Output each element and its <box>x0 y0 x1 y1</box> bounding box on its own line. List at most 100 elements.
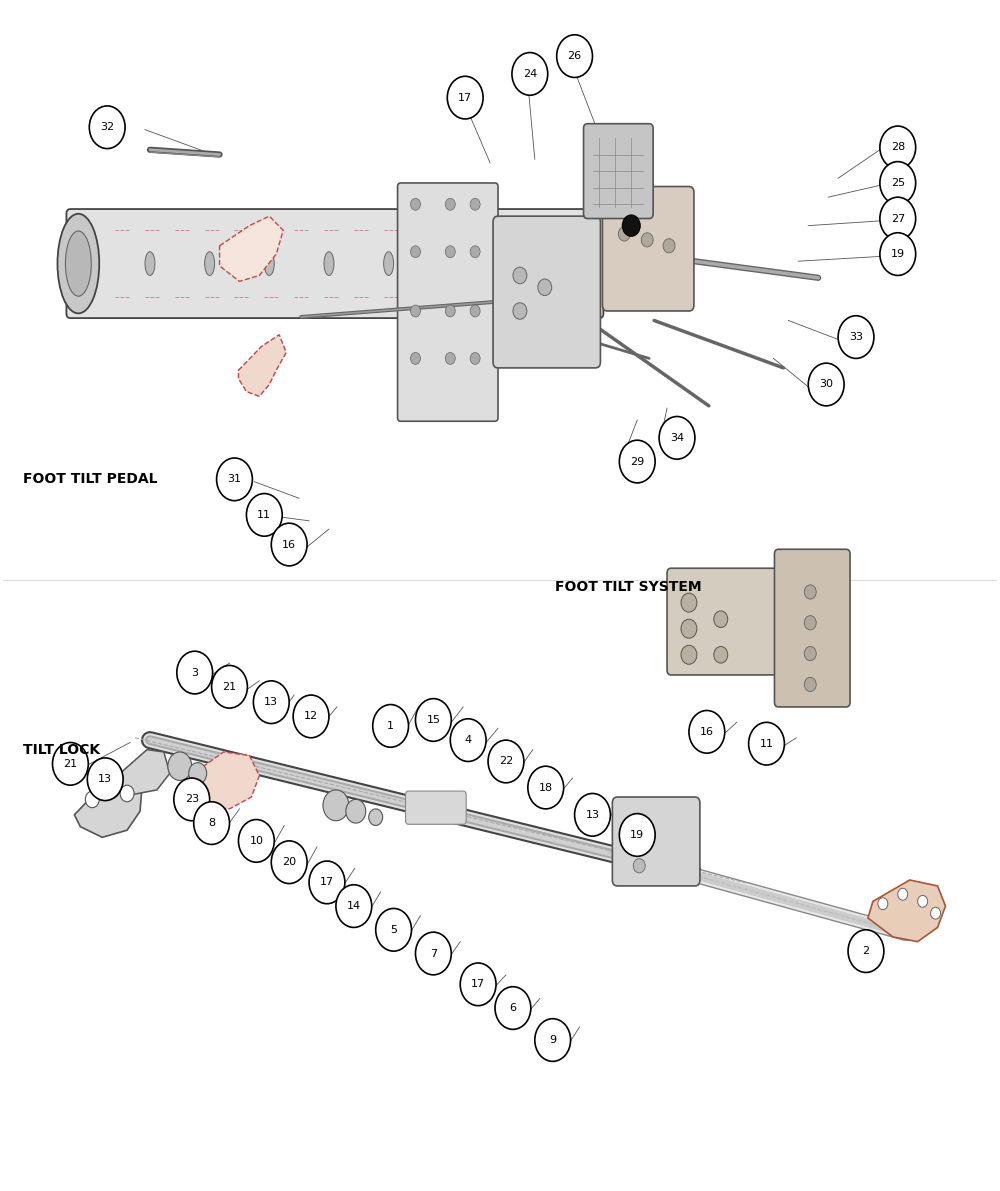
Text: 14: 14 <box>347 902 361 911</box>
Text: 19: 19 <box>891 249 905 260</box>
Circle shape <box>194 802 230 844</box>
Circle shape <box>681 593 697 612</box>
Circle shape <box>898 888 908 900</box>
Circle shape <box>346 799 366 823</box>
Text: 17: 17 <box>458 93 472 102</box>
Circle shape <box>575 793 610 836</box>
Circle shape <box>749 723 784 765</box>
Circle shape <box>495 986 531 1029</box>
Circle shape <box>168 752 192 780</box>
Circle shape <box>415 933 451 975</box>
Text: 32: 32 <box>100 123 114 132</box>
Circle shape <box>373 705 409 747</box>
Circle shape <box>323 790 349 821</box>
Text: 23: 23 <box>185 794 199 804</box>
Circle shape <box>85 791 99 807</box>
FancyBboxPatch shape <box>493 216 600 368</box>
Text: 9: 9 <box>549 1035 556 1045</box>
Circle shape <box>246 493 282 536</box>
Text: 29: 29 <box>630 456 644 467</box>
FancyBboxPatch shape <box>602 187 694 311</box>
Circle shape <box>105 781 119 798</box>
Circle shape <box>470 305 480 317</box>
Text: 11: 11 <box>257 510 271 520</box>
Text: 17: 17 <box>471 979 485 990</box>
Text: TILT LOCK: TILT LOCK <box>23 743 100 756</box>
Circle shape <box>880 198 916 239</box>
Circle shape <box>804 585 816 599</box>
Polygon shape <box>868 880 946 942</box>
Circle shape <box>528 766 564 809</box>
Circle shape <box>557 35 592 77</box>
Circle shape <box>714 611 728 628</box>
Circle shape <box>931 908 941 919</box>
Text: 13: 13 <box>98 774 112 784</box>
Circle shape <box>369 809 383 825</box>
Circle shape <box>376 909 411 952</box>
Circle shape <box>880 232 916 275</box>
Text: FOOT TILT PEDAL: FOOT TILT PEDAL <box>23 473 157 486</box>
Text: 17: 17 <box>320 878 334 887</box>
Polygon shape <box>190 752 259 809</box>
Circle shape <box>293 696 329 737</box>
Circle shape <box>470 245 480 257</box>
Circle shape <box>804 678 816 692</box>
Circle shape <box>681 646 697 665</box>
Text: 7: 7 <box>430 948 437 959</box>
Circle shape <box>663 238 675 252</box>
Circle shape <box>470 353 480 364</box>
Ellipse shape <box>65 231 91 297</box>
Circle shape <box>89 106 125 149</box>
Text: 33: 33 <box>849 332 863 342</box>
Circle shape <box>87 757 123 800</box>
Circle shape <box>411 353 420 364</box>
FancyBboxPatch shape <box>66 210 603 318</box>
Circle shape <box>659 417 695 460</box>
Text: 20: 20 <box>282 858 296 867</box>
Circle shape <box>918 896 928 908</box>
Text: 2: 2 <box>862 946 870 956</box>
Circle shape <box>622 214 640 236</box>
Circle shape <box>336 885 372 928</box>
Text: 27: 27 <box>891 213 905 224</box>
Circle shape <box>415 699 451 741</box>
Text: 34: 34 <box>670 432 684 443</box>
Circle shape <box>838 316 874 358</box>
Circle shape <box>513 303 527 319</box>
Text: 6: 6 <box>509 1003 516 1014</box>
Text: 5: 5 <box>390 924 397 935</box>
Ellipse shape <box>324 251 334 275</box>
Text: 8: 8 <box>208 818 215 828</box>
Circle shape <box>880 162 916 205</box>
Circle shape <box>411 305 420 317</box>
Circle shape <box>52 742 88 785</box>
Text: FOOT TILT SYSTEM: FOOT TILT SYSTEM <box>555 580 701 594</box>
Text: 13: 13 <box>585 810 599 819</box>
Circle shape <box>445 245 455 257</box>
FancyBboxPatch shape <box>398 183 498 422</box>
Circle shape <box>450 719 486 761</box>
Text: 13: 13 <box>264 697 278 707</box>
Text: 11: 11 <box>760 738 774 749</box>
Text: 31: 31 <box>227 474 241 485</box>
Circle shape <box>238 819 274 862</box>
Text: 12: 12 <box>304 711 318 722</box>
Text: 10: 10 <box>249 836 263 846</box>
Circle shape <box>253 681 289 723</box>
Text: 21: 21 <box>63 759 77 769</box>
Polygon shape <box>238 335 286 397</box>
Circle shape <box>714 647 728 663</box>
Text: 19: 19 <box>630 830 644 840</box>
Circle shape <box>411 199 420 211</box>
Circle shape <box>681 619 697 638</box>
Circle shape <box>488 740 524 782</box>
Circle shape <box>633 818 645 833</box>
Circle shape <box>445 199 455 211</box>
Circle shape <box>445 353 455 364</box>
Circle shape <box>808 363 844 406</box>
Circle shape <box>470 199 480 211</box>
Ellipse shape <box>443 251 453 275</box>
Circle shape <box>513 267 527 283</box>
Circle shape <box>309 861 345 904</box>
Text: 26: 26 <box>568 51 582 61</box>
